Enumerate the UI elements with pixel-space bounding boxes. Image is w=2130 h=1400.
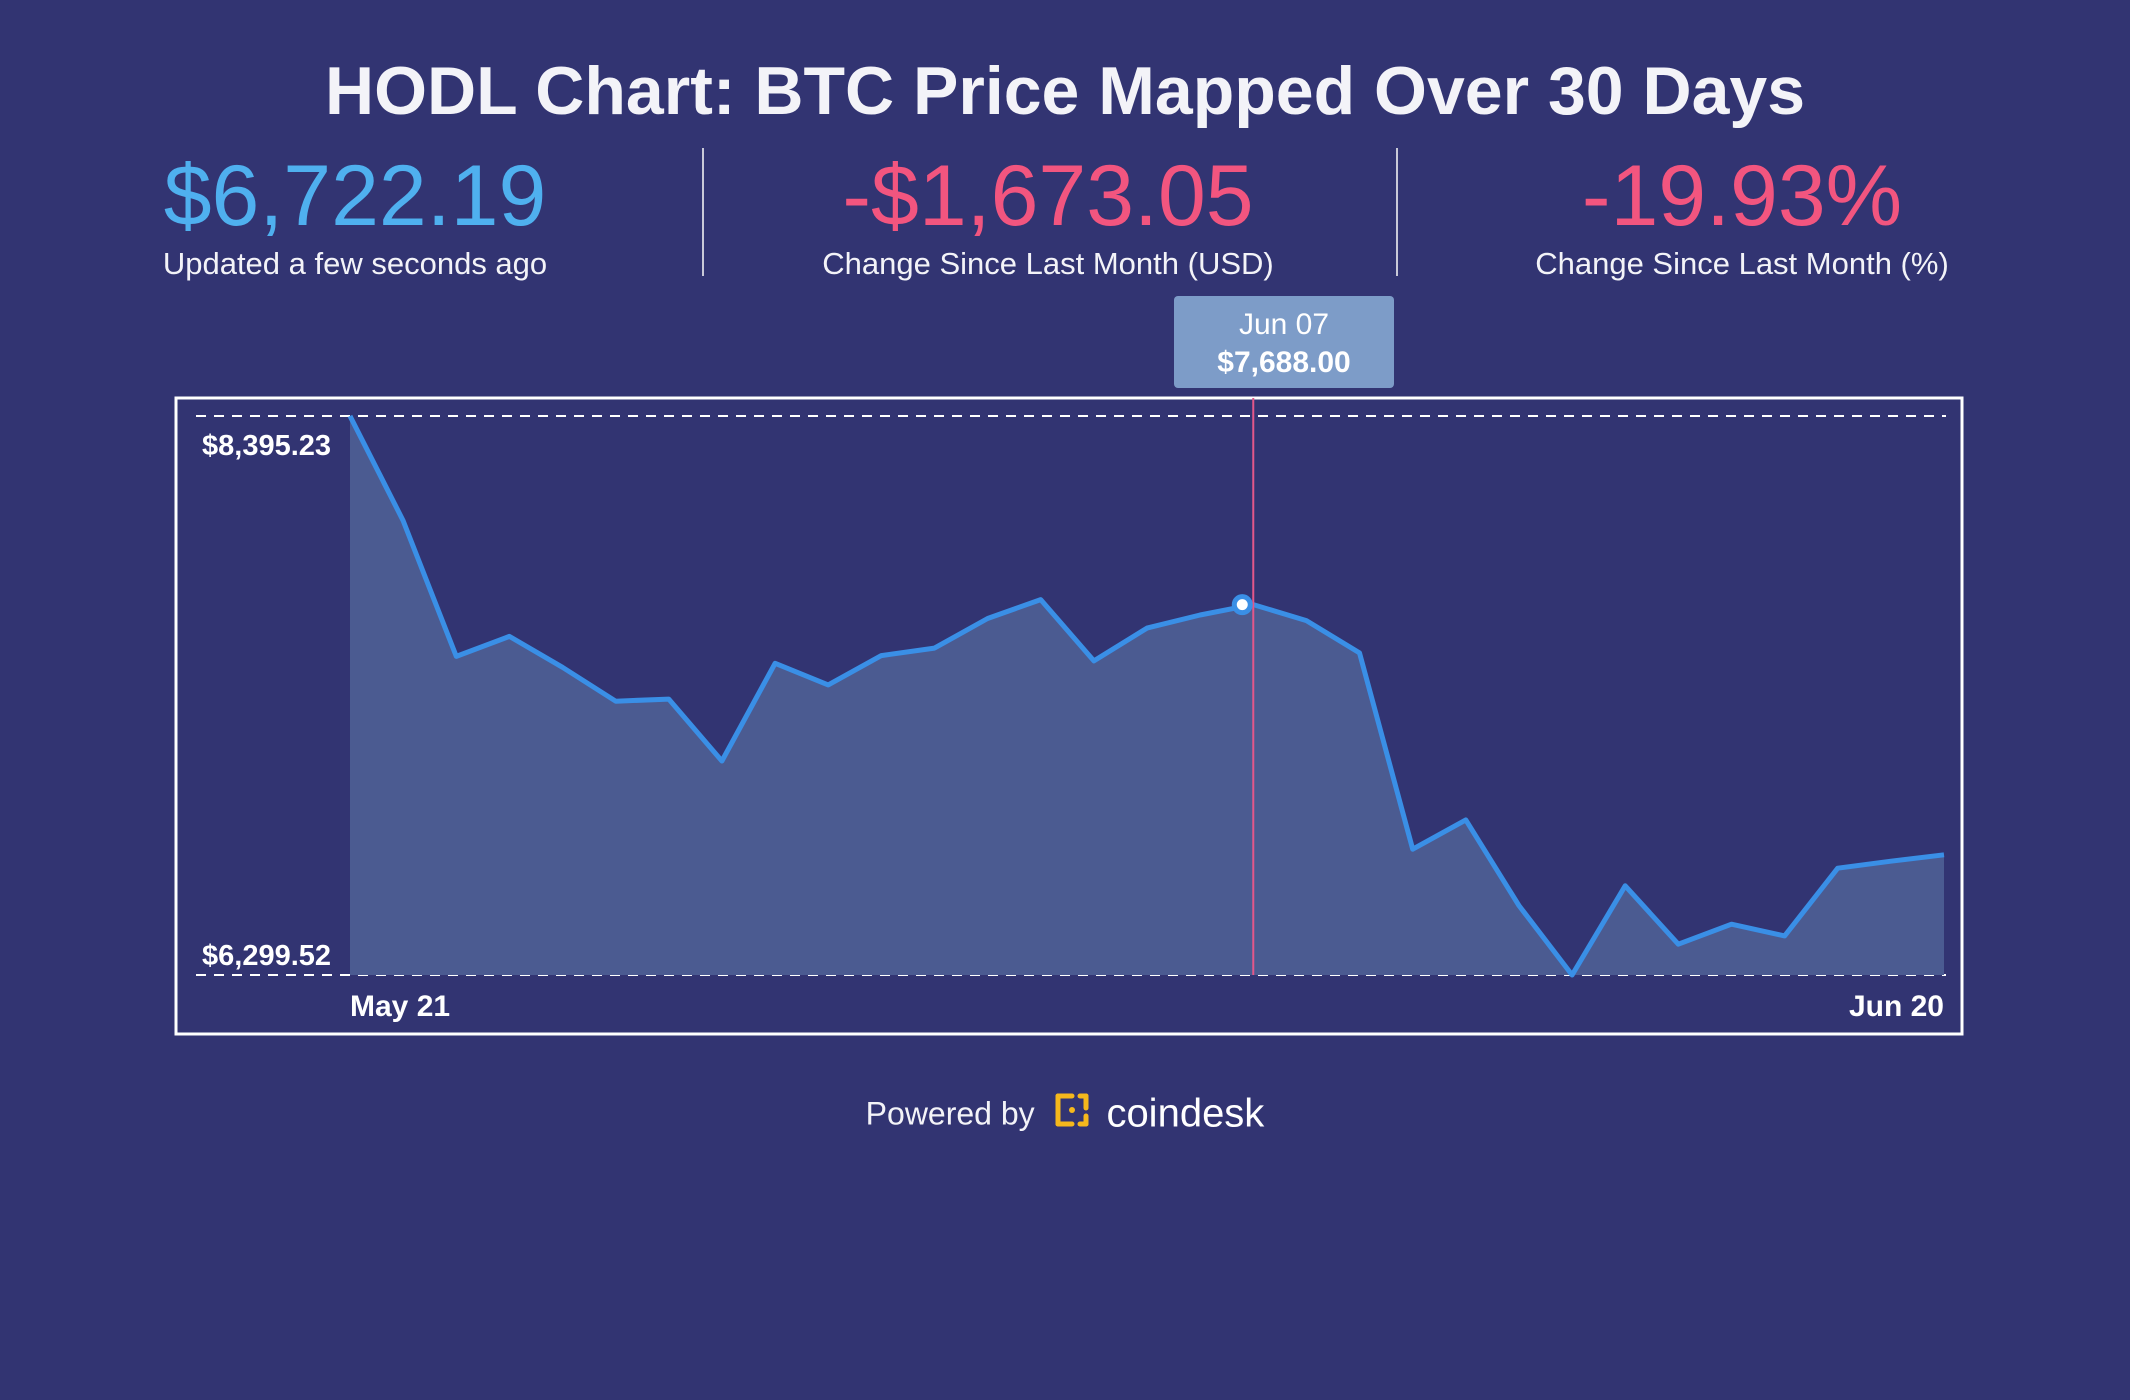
- data-point[interactable]: [1031, 590, 1051, 610]
- footer: Powered by coindesk: [0, 1090, 2130, 1138]
- data-point[interactable]: [1934, 845, 1954, 865]
- price-line: [347, 414, 1945, 978]
- data-point[interactable]: [553, 657, 573, 677]
- data-point[interactable]: [1722, 914, 1742, 934]
- tooltip-price: $7,688.00: [1217, 346, 1350, 379]
- tooltip: Jun 07 $7,688.00: [1174, 296, 1394, 388]
- page-title: HODL Chart: BTC Price Mapped Over 30 Day…: [324, 53, 1806, 129]
- data-point[interactable]: [446, 646, 466, 666]
- data-point[interactable]: [978, 609, 998, 629]
- change-percent-label: Change Since Last Month (%): [1535, 246, 1949, 281]
- data-point[interactable]: [1456, 810, 1476, 830]
- data-point[interactable]: [1562, 965, 1582, 985]
- data-point[interactable]: [1190, 605, 1210, 625]
- stat-change-percent: -19.93% Change Since Last Month (%): [1472, 146, 2012, 282]
- data-point[interactable]: [765, 653, 785, 673]
- data-point[interactable]: [1403, 839, 1423, 859]
- data-point[interactable]: [340, 406, 360, 426]
- change-usd-label: Change Since Last Month (USD): [822, 246, 1274, 281]
- data-point[interactable]: [1084, 651, 1104, 671]
- price-area: [350, 416, 1944, 975]
- tooltip-box: [1174, 296, 1394, 388]
- stats-row: $6,722.19 Updated a few seconds ago -$1,…: [0, 146, 2130, 281]
- data-point[interactable]: [818, 675, 838, 695]
- current-price-value: $6,722.19: [163, 148, 547, 244]
- data-point[interactable]: [1137, 618, 1157, 638]
- stats-divider: [1396, 148, 1398, 276]
- coindesk-logo-icon: [1052, 1090, 1092, 1138]
- stats-divider: [702, 148, 704, 276]
- change-percent-value: -19.93%: [1581, 148, 1903, 244]
- y-tick-label-min: $6,299.52: [202, 940, 331, 972]
- data-point[interactable]: [712, 751, 732, 771]
- data-point[interactable]: [1615, 876, 1635, 896]
- data-point[interactable]: [1509, 896, 1529, 916]
- data-point[interactable]: [1828, 858, 1848, 878]
- coindesk-brand: coindesk: [1106, 1091, 1265, 1136]
- tooltip-date: Jun 07: [1239, 308, 1329, 341]
- current-price-label: Updated a few seconds ago: [162, 246, 548, 281]
- data-point[interactable]: [1668, 934, 1688, 954]
- x-tick-label-end: Jun 20: [1849, 990, 1944, 1023]
- data-point[interactable]: [925, 638, 945, 658]
- powered-by-text: Powered by: [865, 1095, 1035, 1132]
- stat-current-price: $6,722.19 Updated a few seconds ago: [85, 146, 625, 282]
- data-point[interactable]: [499, 626, 519, 646]
- data-point[interactable]: [1296, 611, 1316, 631]
- data-point[interactable]: [1350, 643, 1370, 663]
- x-tick-label-start: May 21: [350, 990, 450, 1023]
- data-point[interactable]: [1775, 926, 1795, 946]
- change-usd-value: -$1,673.05: [842, 148, 1254, 244]
- data-point[interactable]: [393, 511, 413, 531]
- data-point[interactable]: [871, 646, 891, 666]
- chart-frame: [174, 396, 1964, 1036]
- stat-change-usd: -$1,673.05 Change Since Last Month (USD): [778, 146, 1318, 282]
- y-tick-label-max: $8,395.23: [202, 430, 331, 462]
- data-point[interactable]: [1881, 851, 1901, 871]
- data-point[interactable]: [659, 689, 679, 709]
- data-point[interactable]: [606, 691, 626, 711]
- hover-point[interactable]: [1231, 594, 1253, 616]
